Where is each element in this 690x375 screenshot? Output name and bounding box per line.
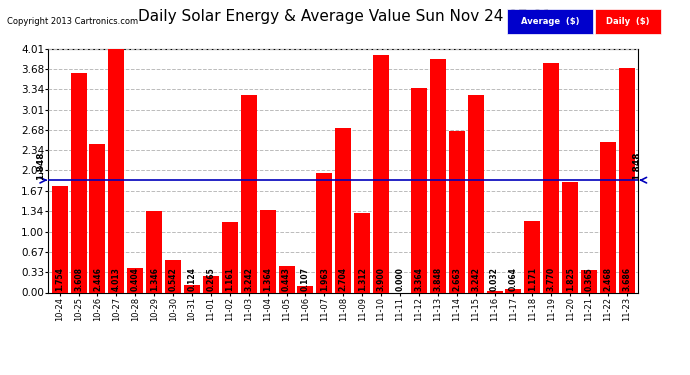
Text: 3.770: 3.770: [546, 267, 555, 291]
Text: 0.124: 0.124: [188, 267, 197, 291]
Bar: [108, 49, 124, 292]
Text: 0.365: 0.365: [584, 267, 593, 291]
Text: 1.171: 1.171: [528, 267, 537, 291]
Text: 2.446: 2.446: [93, 267, 102, 291]
Bar: [279, 266, 295, 292]
Bar: [184, 285, 200, 292]
Bar: [562, 182, 578, 292]
Text: 3.364: 3.364: [415, 267, 424, 291]
Text: 3.242: 3.242: [471, 267, 480, 291]
Text: 1.312: 1.312: [357, 267, 366, 291]
Bar: [52, 186, 68, 292]
Text: 1.963: 1.963: [320, 267, 329, 291]
Text: Average  ($): Average ($): [521, 17, 580, 26]
Bar: [581, 270, 597, 292]
Text: 3.686: 3.686: [622, 267, 631, 291]
Bar: [354, 213, 371, 292]
Text: 3.242: 3.242: [244, 267, 253, 291]
Bar: [259, 210, 276, 292]
Text: 0.032: 0.032: [490, 267, 499, 291]
Bar: [448, 130, 465, 292]
Text: 1.848: 1.848: [632, 152, 641, 180]
Text: 2.704: 2.704: [339, 267, 348, 291]
Text: 0.107: 0.107: [301, 267, 310, 291]
Bar: [127, 268, 144, 292]
Bar: [524, 221, 540, 292]
Bar: [486, 291, 502, 292]
Text: Daily  ($): Daily ($): [607, 17, 650, 26]
Text: 0.064: 0.064: [509, 267, 518, 291]
Bar: [430, 58, 446, 292]
Text: 3.900: 3.900: [377, 267, 386, 291]
Bar: [411, 88, 427, 292]
Bar: [90, 144, 106, 292]
Text: 1.825: 1.825: [566, 267, 575, 291]
Text: 3.848: 3.848: [433, 267, 442, 291]
Text: 0.265: 0.265: [206, 267, 215, 291]
Text: 4.013: 4.013: [112, 267, 121, 291]
Text: 0.542: 0.542: [168, 267, 177, 291]
Bar: [468, 95, 484, 292]
Text: Copyright 2013 Cartronics.com: Copyright 2013 Cartronics.com: [7, 17, 138, 26]
Text: 1.161: 1.161: [226, 267, 235, 291]
Bar: [203, 276, 219, 292]
Bar: [165, 260, 181, 292]
Text: 2.663: 2.663: [452, 267, 461, 291]
Bar: [241, 95, 257, 292]
Bar: [505, 289, 522, 292]
Text: Daily Solar Energy & Average Value Sun Nov 24 07:01: Daily Solar Energy & Average Value Sun N…: [138, 9, 552, 24]
Text: 0.443: 0.443: [282, 267, 291, 291]
Text: 0.404: 0.404: [131, 267, 140, 291]
Bar: [146, 211, 162, 292]
Text: 3.608: 3.608: [74, 267, 83, 291]
Bar: [70, 73, 86, 292]
Text: 1.848: 1.848: [37, 152, 46, 180]
Text: 2.468: 2.468: [604, 267, 613, 291]
Bar: [221, 222, 238, 292]
Text: 0.000: 0.000: [395, 267, 404, 291]
Bar: [543, 63, 560, 292]
Bar: [619, 69, 635, 292]
Text: 1.754: 1.754: [55, 267, 64, 291]
Bar: [335, 128, 351, 292]
Text: 1.346: 1.346: [150, 267, 159, 291]
Bar: [297, 286, 313, 292]
Bar: [316, 173, 333, 292]
Bar: [600, 142, 616, 292]
Text: 1.364: 1.364: [263, 267, 272, 291]
Bar: [373, 56, 389, 292]
